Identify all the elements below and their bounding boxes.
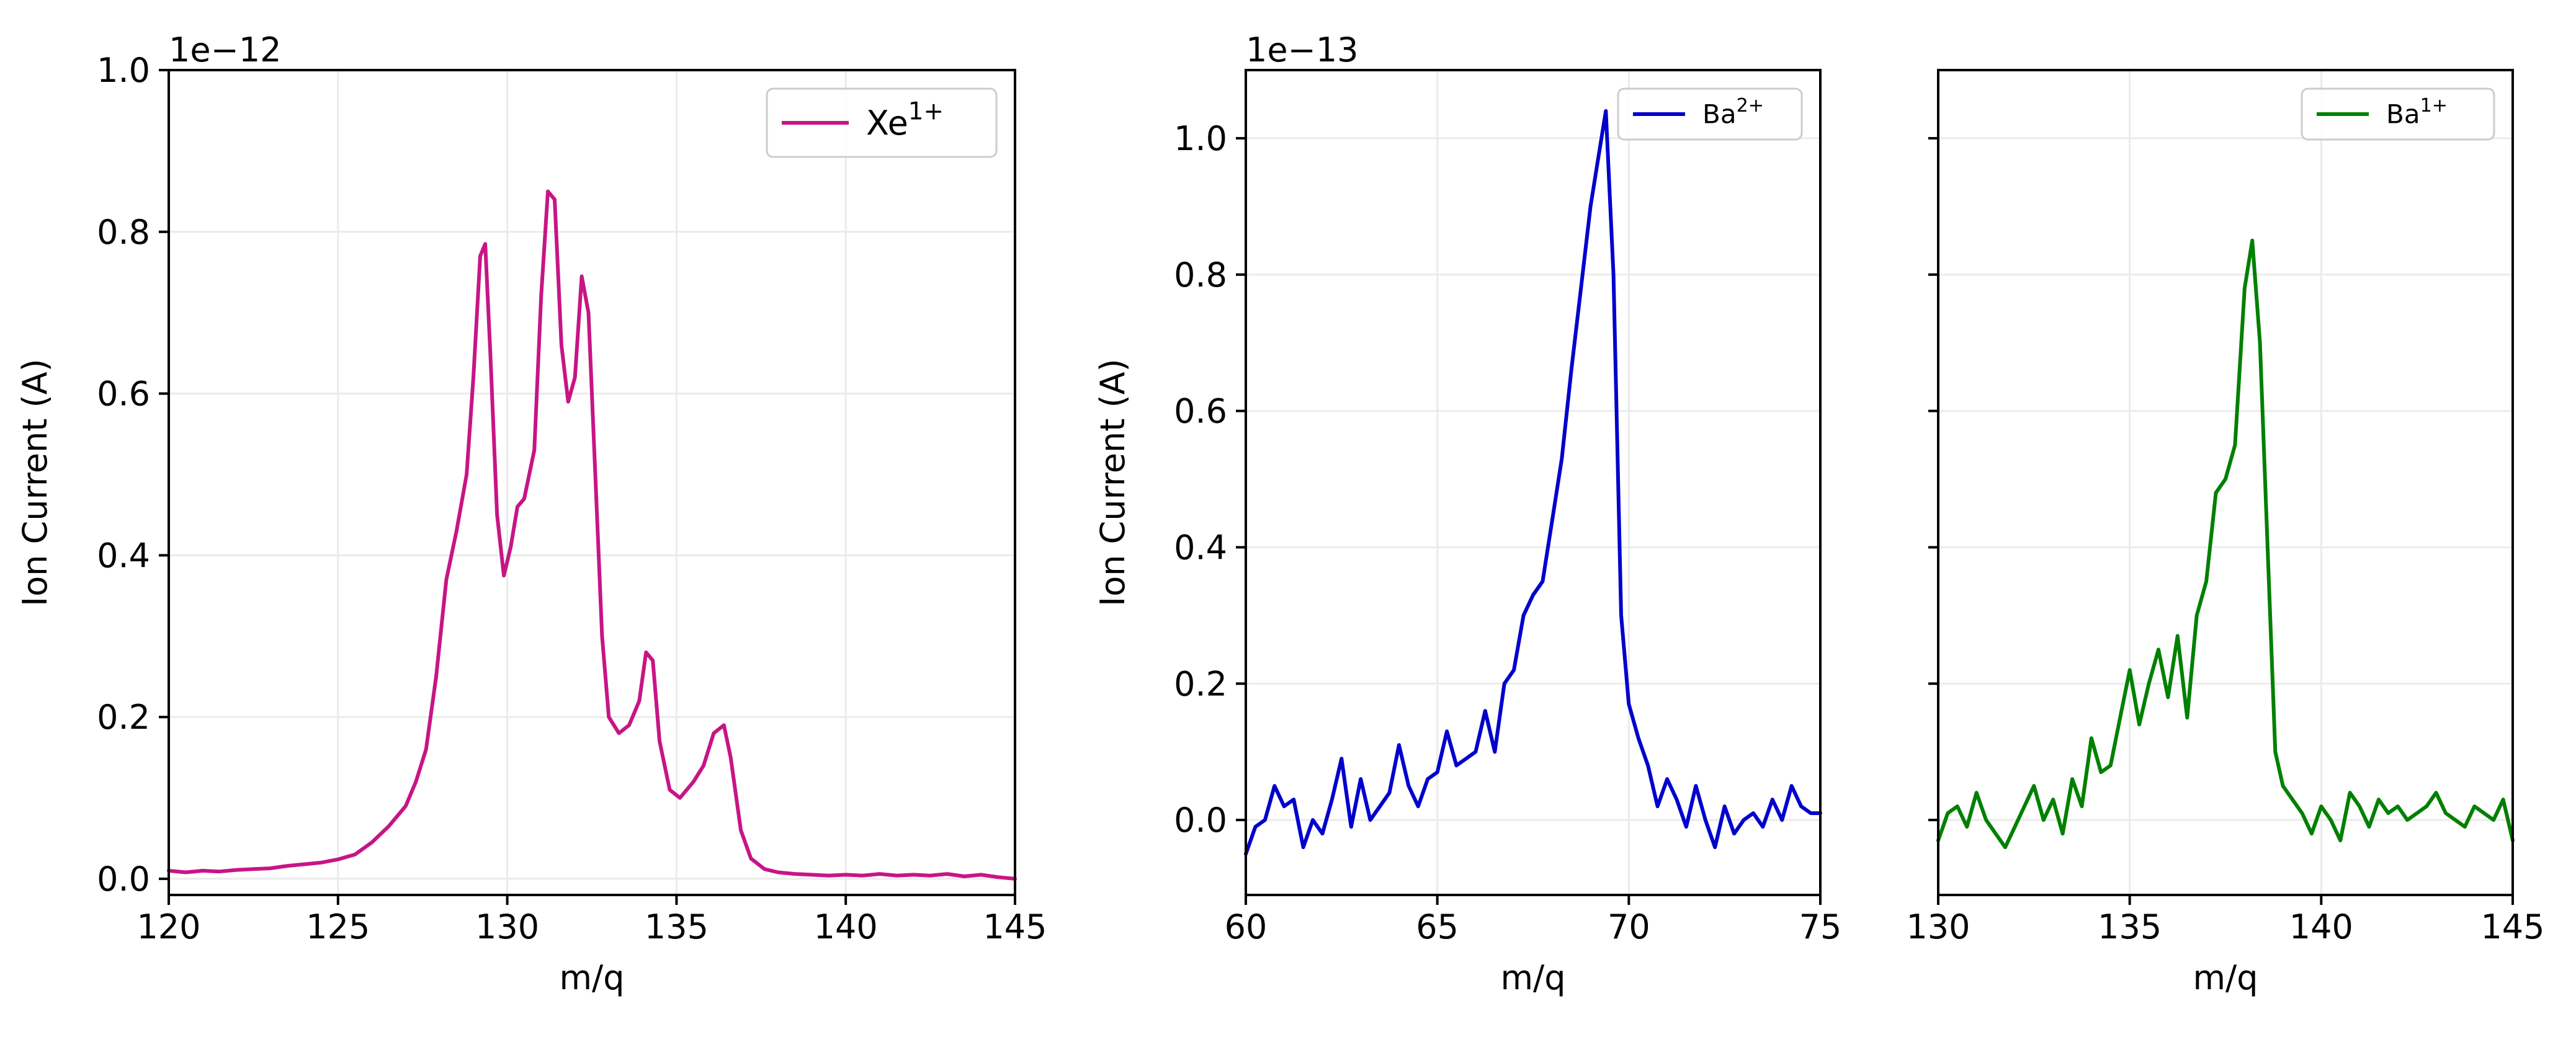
plot-frame — [1245, 69, 1822, 896]
legend: Xe1+ — [766, 87, 998, 158]
x-tick-label: 140 — [2289, 907, 2353, 946]
plot-frame — [1937, 69, 2514, 896]
y-tick-label: 0.0 — [1174, 801, 1227, 840]
y-axis-label: Ion Current (A) — [1093, 358, 1132, 606]
legend-label: Xe1+ — [866, 98, 944, 143]
x-tick-label: 140 — [814, 907, 878, 946]
x-axis-label: m/q — [559, 958, 624, 997]
y-offset-label: 1e−13 — [1246, 30, 1359, 69]
y-tick-label: 0.6 — [1174, 392, 1227, 431]
y-tick-label: 0.2 — [97, 698, 150, 737]
series-line-xe-1plus — [167, 189, 1017, 881]
y-tick-label: 0.8 — [97, 213, 150, 252]
y-tick-label: 0.4 — [1174, 528, 1227, 567]
y-tick-label: 0.0 — [97, 860, 150, 899]
chart-panel-2: 60 65 70 75 0.0 0.2 0.4 0.6 0.8 1.0 m/q Ion Current… — [1093, 30, 1841, 997]
x-tick-label: 145 — [2480, 907, 2544, 946]
y-tick-label: 0.2 — [1174, 664, 1227, 703]
x-tick-label: 70 — [1608, 907, 1650, 946]
legend: Ba2+ — [1617, 87, 1803, 141]
chart-panel-1: 120 125 130 135 140 145 0.0 0.2 0.4 0.6 0.8 1.0 m/q I… — [16, 30, 1047, 997]
legend: Ba1+ — [2301, 87, 2495, 141]
x-tick-label: 145 — [983, 907, 1047, 946]
x-tick-label: 125 — [306, 907, 370, 946]
x-tick-label: 130 — [475, 907, 539, 946]
x-axis-label: m/q — [1500, 958, 1565, 997]
x-tick-label: 65 — [1416, 907, 1459, 946]
y-tick-label: 0.6 — [97, 375, 150, 414]
x-tick-label: 130 — [1906, 907, 1970, 946]
chart-panel-3: 130 135 140 145 m/q Ba1+ — [1906, 69, 2545, 997]
x-tick-label: 135 — [2098, 907, 2162, 946]
legend-label: Ba2+ — [1702, 95, 1764, 130]
x-tick-label: 135 — [645, 907, 709, 946]
legend-box — [766, 87, 998, 158]
x-tick-label: 120 — [136, 907, 200, 946]
legend-label: Ba1+ — [2386, 95, 2448, 130]
y-tick-label: 0.8 — [1174, 256, 1227, 295]
y-tick-label: 1.0 — [1174, 119, 1227, 158]
plot-frame — [168, 69, 1016, 896]
series-line-ba-2plus — [1244, 109, 1822, 856]
x-axis-label: m/q — [2193, 958, 2258, 997]
x-tick-label: 60 — [1225, 907, 1268, 946]
x-tick-label: 75 — [1799, 907, 1842, 946]
legend-box — [1617, 87, 1803, 141]
y-tick-label: 0.4 — [97, 536, 150, 575]
y-tick-label: 1.0 — [97, 51, 150, 90]
series-line-ba-1plus — [1936, 238, 2515, 850]
y-axis-label: Ion Current (A) — [16, 358, 55, 606]
legend-box — [2301, 87, 2495, 141]
y-offset-label: 1e−12 — [169, 30, 282, 69]
